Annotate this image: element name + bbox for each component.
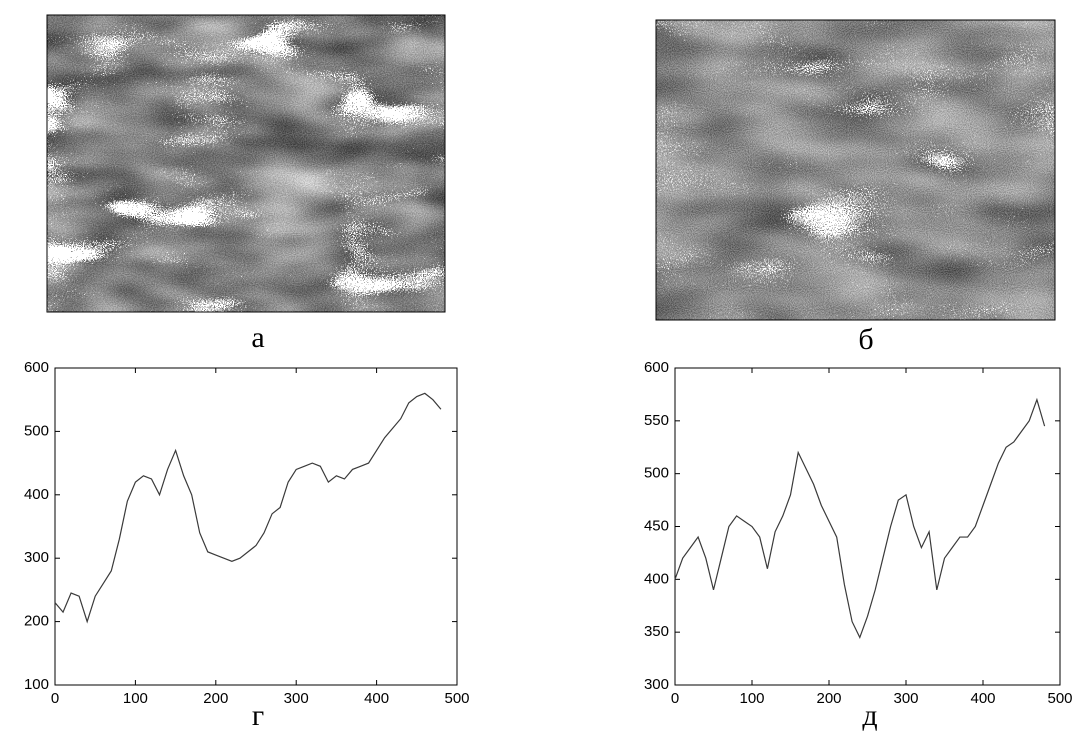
image-border <box>46 14 446 313</box>
x-tick-label: 500 <box>1047 690 1072 707</box>
x-tick-label: 200 <box>203 690 228 707</box>
x-tick-label: 100 <box>123 690 148 707</box>
y-tick-label: 100 <box>24 676 49 693</box>
y-tick-label: 500 <box>644 465 669 482</box>
data-line <box>674 397 1046 639</box>
y-tick-label: 600 <box>24 359 49 376</box>
x-tick-label: 0 <box>671 690 679 707</box>
image-caption: а <box>251 321 264 354</box>
plot-frame <box>674 367 1061 686</box>
x-tick-label: 100 <box>739 690 764 707</box>
data-line <box>54 392 442 624</box>
x-tick-label: 500 <box>444 690 469 707</box>
y-tick-label: 600 <box>644 359 669 376</box>
y-tick-label: 500 <box>24 422 49 439</box>
y-tick-label: 350 <box>644 623 669 640</box>
image-caption: б <box>858 323 873 356</box>
y-tick-label: 400 <box>24 486 49 503</box>
x-tick-label: 300 <box>893 690 918 707</box>
y-tick-label: 450 <box>644 517 669 534</box>
y-tick-label: 300 <box>644 676 669 693</box>
y-tick-label: 400 <box>644 570 669 587</box>
plot-frame <box>54 367 458 686</box>
x-tick-label: 400 <box>970 690 995 707</box>
binary-image <box>656 20 1055 320</box>
x-tick-label: 200 <box>816 690 841 707</box>
image-border <box>655 19 1056 321</box>
chart-caption: д <box>862 699 877 731</box>
x-tick-label: 400 <box>364 690 389 707</box>
y-tick-label: 200 <box>24 613 49 630</box>
x-tick-label: 300 <box>284 690 309 707</box>
y-tick-label: 550 <box>644 412 669 429</box>
binary-image <box>47 15 445 312</box>
y-tick-label: 300 <box>24 549 49 566</box>
x-tick-label: 0 <box>51 690 59 707</box>
chart-caption: г <box>252 699 264 731</box>
